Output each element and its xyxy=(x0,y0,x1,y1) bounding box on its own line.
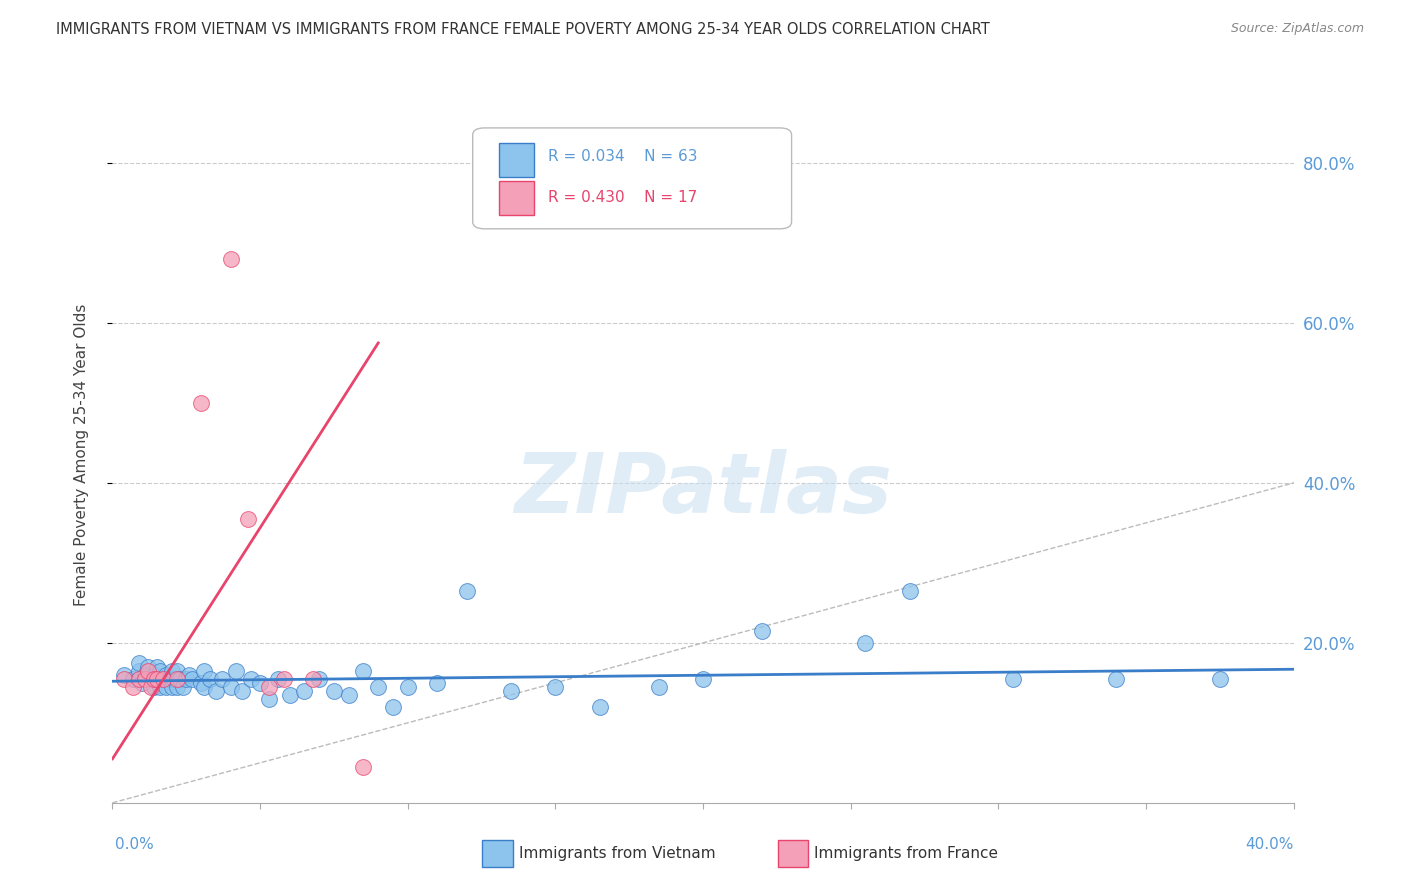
Point xyxy=(131,676,153,690)
Point xyxy=(238,512,260,526)
Point xyxy=(142,672,165,686)
Text: 40.0%: 40.0% xyxy=(1246,837,1294,852)
Point xyxy=(155,668,177,682)
Point xyxy=(152,672,174,686)
Point xyxy=(302,672,325,686)
Point xyxy=(273,672,295,686)
Point xyxy=(146,660,169,674)
Point xyxy=(1001,672,1024,686)
Point xyxy=(134,672,156,686)
Point xyxy=(190,676,212,690)
Point xyxy=(181,672,204,686)
Point xyxy=(155,680,177,694)
Point xyxy=(136,660,159,674)
Point xyxy=(149,664,172,678)
Point xyxy=(128,672,150,686)
Point xyxy=(160,680,183,694)
Point xyxy=(1208,672,1232,686)
Point xyxy=(855,636,877,650)
FancyBboxPatch shape xyxy=(472,128,792,229)
Text: Immigrants from Vietnam: Immigrants from Vietnam xyxy=(519,847,716,861)
Point xyxy=(169,672,191,686)
Point xyxy=(308,672,330,686)
Point xyxy=(1105,672,1128,686)
Point xyxy=(122,680,145,694)
Point xyxy=(211,672,233,686)
Point xyxy=(219,252,242,266)
Point xyxy=(193,664,215,678)
Point xyxy=(160,664,183,678)
Point xyxy=(157,672,180,686)
Point xyxy=(692,672,714,686)
Point xyxy=(352,760,374,774)
Point xyxy=(544,680,567,694)
Point xyxy=(456,583,478,598)
Point xyxy=(142,680,165,694)
Point xyxy=(219,680,242,694)
Point xyxy=(142,668,165,682)
Point xyxy=(163,672,186,686)
Point xyxy=(166,672,188,686)
Point xyxy=(134,668,156,682)
Point xyxy=(166,664,188,678)
Point xyxy=(257,691,280,706)
Point xyxy=(166,680,188,694)
Point xyxy=(225,664,247,678)
Point xyxy=(112,668,135,682)
Point xyxy=(172,680,194,694)
Point xyxy=(146,672,169,686)
Point xyxy=(136,664,159,678)
Text: Immigrants from France: Immigrants from France xyxy=(814,847,998,861)
Point xyxy=(257,680,280,694)
Point xyxy=(249,676,271,690)
Point xyxy=(352,664,374,678)
Point xyxy=(501,683,523,698)
Point xyxy=(588,699,610,714)
Text: ZIPatlas: ZIPatlas xyxy=(515,450,891,530)
Point xyxy=(240,672,263,686)
Point xyxy=(337,688,360,702)
Point xyxy=(112,672,135,686)
Point xyxy=(198,672,221,686)
Point xyxy=(149,680,172,694)
Point xyxy=(128,656,150,670)
Point xyxy=(139,672,162,686)
Text: R = 0.034    N = 63: R = 0.034 N = 63 xyxy=(548,149,697,164)
Text: 0.0%: 0.0% xyxy=(115,837,155,852)
Point xyxy=(267,672,290,686)
Point xyxy=(323,683,346,698)
Point xyxy=(231,683,253,698)
Point xyxy=(205,683,228,698)
Text: IMMIGRANTS FROM VIETNAM VS IMMIGRANTS FROM FRANCE FEMALE POVERTY AMONG 25-34 YEA: IMMIGRANTS FROM VIETNAM VS IMMIGRANTS FR… xyxy=(56,22,990,37)
FancyBboxPatch shape xyxy=(499,181,534,215)
FancyBboxPatch shape xyxy=(499,144,534,177)
Point xyxy=(190,396,212,410)
Point xyxy=(426,676,449,690)
Y-axis label: Female Poverty Among 25-34 Year Olds: Female Poverty Among 25-34 Year Olds xyxy=(75,304,89,606)
Point xyxy=(193,680,215,694)
Point xyxy=(278,688,301,702)
Point xyxy=(647,680,671,694)
Point xyxy=(139,680,162,694)
Point xyxy=(179,668,201,682)
Point xyxy=(396,680,419,694)
Point xyxy=(367,680,389,694)
Point xyxy=(382,699,405,714)
Point xyxy=(898,583,921,598)
Point xyxy=(292,683,315,698)
Point xyxy=(128,664,150,678)
Point xyxy=(152,672,174,686)
Text: R = 0.430    N = 17: R = 0.430 N = 17 xyxy=(548,190,697,205)
Point xyxy=(146,672,169,686)
Point xyxy=(751,624,773,638)
Point xyxy=(122,672,145,686)
Text: Source: ZipAtlas.com: Source: ZipAtlas.com xyxy=(1230,22,1364,36)
Point xyxy=(174,672,197,686)
